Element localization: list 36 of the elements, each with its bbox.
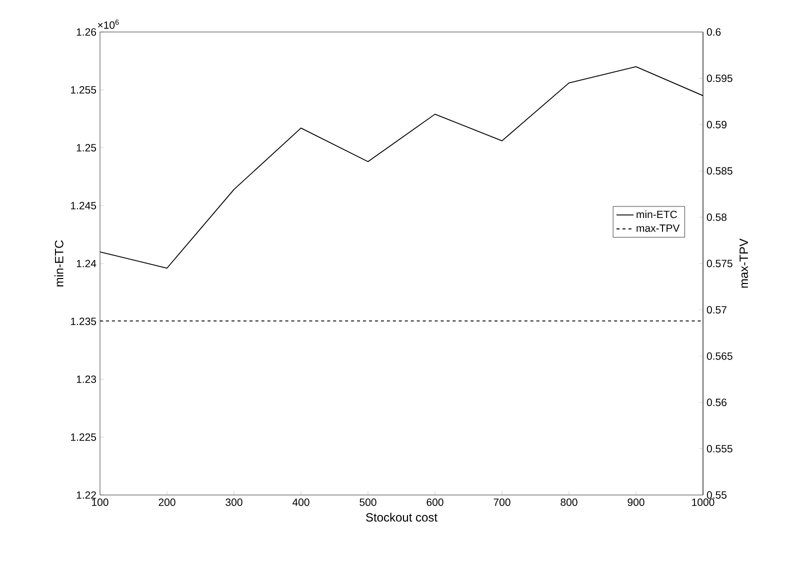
- y2-tick-label: 0.6: [706, 28, 721, 36]
- y-tick-label: 1.22: [76, 491, 96, 499]
- x-tick-label: 600: [426, 498, 444, 506]
- x-tick-label: 900: [628, 498, 644, 506]
- y2-tick-label: 0.575: [706, 260, 732, 268]
- y2-tick-label: 0.56: [706, 398, 726, 406]
- x-axis-title: Stockout cost: [366, 512, 438, 522]
- y-tick-label: 1.26: [76, 28, 96, 36]
- y2-tick-label: 0.555: [706, 444, 732, 452]
- y-axis-title: min-ETC: [54, 240, 64, 286]
- x-tick-label: 1000: [692, 498, 714, 506]
- x-tick-label: 200: [158, 498, 176, 506]
- y2-tick-label: 0.57: [706, 306, 726, 314]
- y-tick-label: 1.255: [71, 86, 96, 94]
- y-tick-label: 1.23: [76, 376, 96, 383]
- legend-label: max-TPV: [636, 224, 680, 232]
- y2-axis-title: max-TPV: [740, 238, 748, 288]
- y-tick-label: 1.225: [71, 433, 96, 441]
- y2-tick-label: 0.59: [706, 120, 726, 128]
- x-tick-label: 100: [92, 498, 108, 506]
- x-tick-label: 300: [226, 498, 242, 506]
- x-tick-label: 400: [292, 498, 310, 506]
- y2-tick-label: 0.595: [706, 74, 732, 82]
- y-tick-label: 1.24: [76, 260, 96, 268]
- y2-tick-label: 0.585: [706, 167, 732, 175]
- y2-tick-label: 0.55: [706, 491, 727, 499]
- y-tick-label: 1.245: [71, 202, 96, 210]
- x-tick-label: 700: [494, 498, 510, 506]
- x-tick-label: 500: [360, 498, 376, 506]
- y2-tick-label: 0.58: [706, 213, 727, 221]
- y-tick-label: 1.235: [71, 318, 96, 326]
- legend-label: min-ETC: [636, 210, 677, 218]
- text: ×10$^{6}$: [98, 20, 119, 29]
- y2-tick-label: 0.565: [706, 352, 732, 360]
- y-tick-label: 1.25: [76, 144, 96, 152]
- x-tick-label: 800: [560, 498, 578, 506]
